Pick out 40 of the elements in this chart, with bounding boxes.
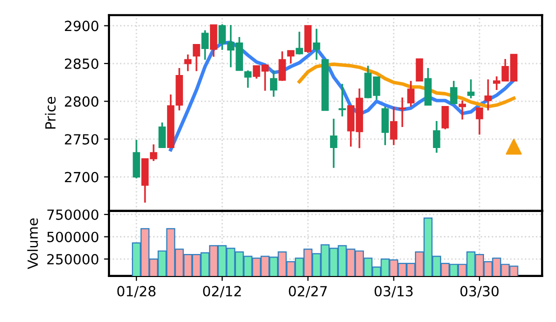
candlestick xyxy=(398,96,406,128)
candlestick xyxy=(407,80,415,108)
x-tick-label: 01/28 xyxy=(117,286,156,298)
candlestick xyxy=(158,122,166,148)
candlestick xyxy=(287,50,294,64)
x-tick-label: 03/30 xyxy=(460,286,499,298)
candlestick xyxy=(201,29,209,61)
x-tick-label: 02/12 xyxy=(203,286,241,298)
candlestick xyxy=(338,83,346,118)
y-tick-label: 750000 xyxy=(47,209,98,220)
candlestick xyxy=(484,78,492,112)
candlestick xyxy=(270,69,278,98)
candlestick xyxy=(244,69,252,89)
x-tick-label: 02/27 xyxy=(288,286,327,298)
y-axis-title: Price xyxy=(44,96,56,129)
y-tick-label: 2850 xyxy=(64,58,98,69)
candlestick xyxy=(432,120,440,154)
line-series xyxy=(298,62,516,108)
candlestick xyxy=(382,106,389,146)
y-tick-label: 250000 xyxy=(47,254,98,264)
candlestick xyxy=(416,58,424,82)
candlestick xyxy=(192,44,200,72)
y-tick-label: 2900 xyxy=(64,20,98,32)
candlestick xyxy=(476,107,484,136)
candlestick xyxy=(278,50,286,82)
candlestick xyxy=(442,106,449,130)
y-tick-label: 2750 xyxy=(64,134,98,145)
y-tick-label: 2800 xyxy=(64,96,98,107)
x-tick-label: 03/13 xyxy=(374,286,413,298)
candlestick xyxy=(390,106,398,146)
candlestick xyxy=(450,80,458,104)
candlestick xyxy=(312,28,320,61)
candlestick xyxy=(467,78,475,100)
y-tick-label: 2700 xyxy=(64,172,98,182)
candlestick xyxy=(330,118,338,169)
candlestick xyxy=(184,54,192,72)
candlestick xyxy=(458,100,466,120)
candlestick xyxy=(296,30,304,56)
y-tick-label: 500000 xyxy=(47,232,98,242)
y-axis-title: Volume xyxy=(27,218,38,270)
